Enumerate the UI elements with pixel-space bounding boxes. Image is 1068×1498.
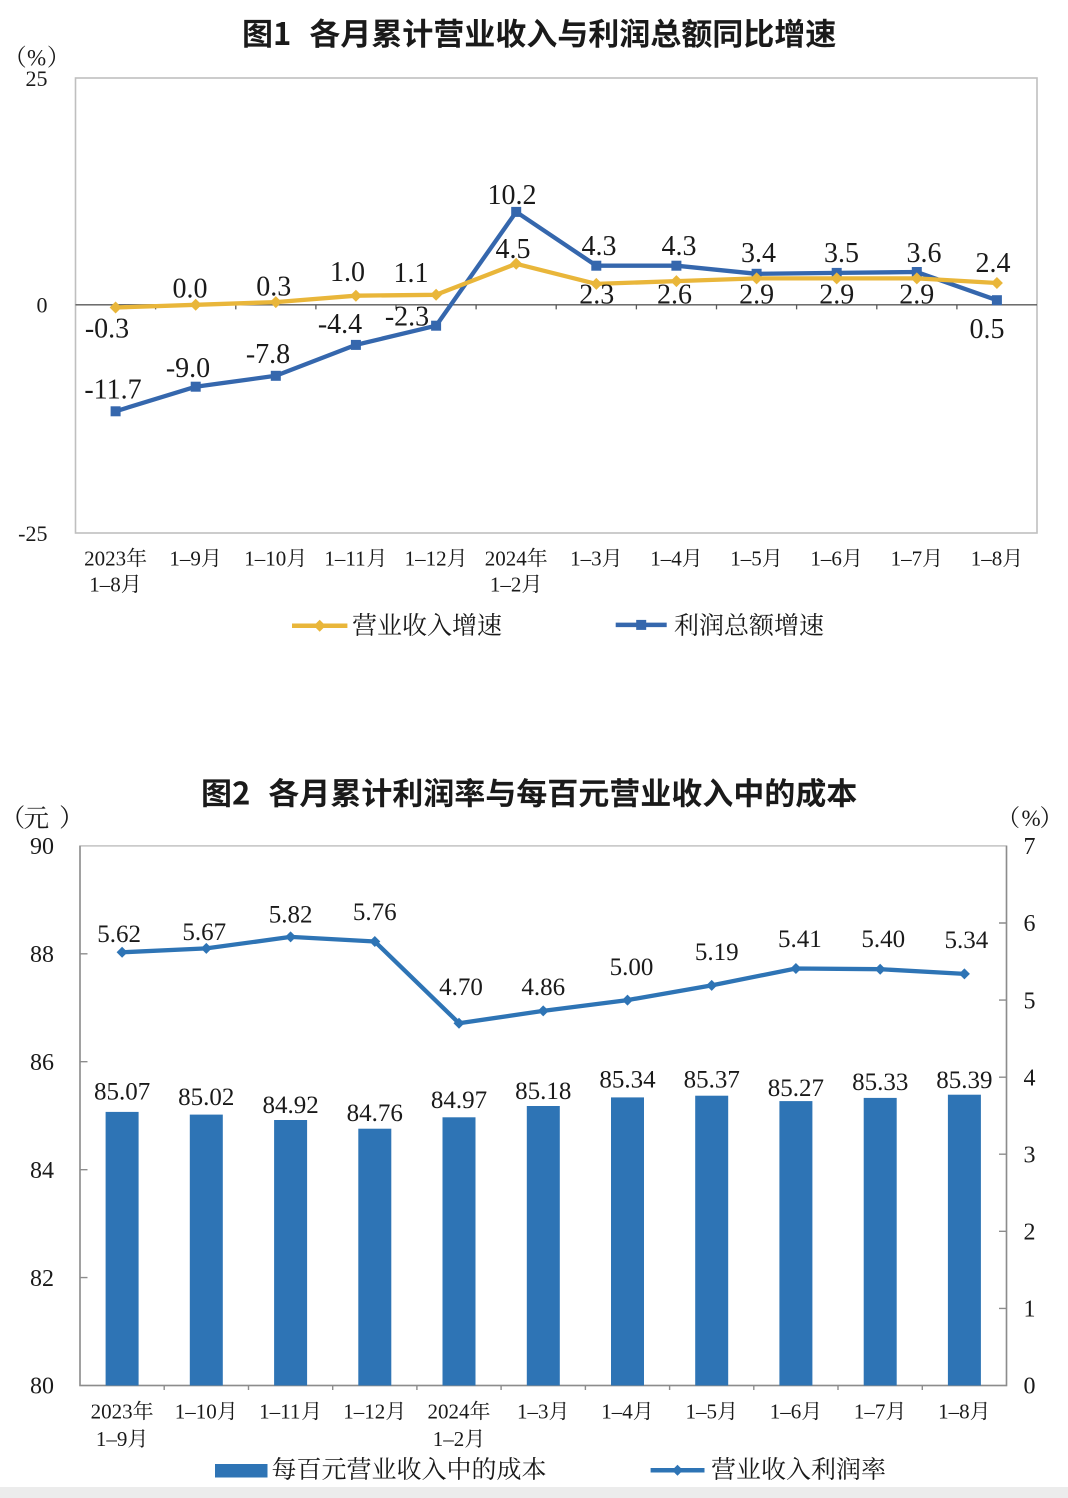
svg-text:5.40: 5.40 [861,926,905,953]
svg-text:5: 5 [1024,988,1036,1014]
svg-text:1–12: 1–12 [343,1400,385,1424]
svg-text:7: 7 [1024,834,1036,860]
svg-text:-4.4: -4.4 [318,309,362,340]
svg-text:-25: -25 [18,521,47,546]
svg-text:1.0: 1.0 [330,257,365,288]
svg-text:1–6: 1–6 [810,547,842,571]
svg-text:1–4: 1–4 [601,1400,633,1424]
svg-text:85.33: 85.33 [852,1069,908,1096]
svg-text:85.18: 85.18 [515,1078,571,1105]
svg-text:5.00: 5.00 [610,954,654,981]
svg-text:25: 25 [26,66,48,91]
svg-text:5.41: 5.41 [778,926,822,953]
svg-text:-2.3: -2.3 [385,302,429,333]
svg-text:88: 88 [30,942,54,968]
svg-text:2023: 2023 [84,547,126,571]
svg-text:5.34: 5.34 [945,927,989,954]
svg-text:0.0: 0.0 [173,274,208,305]
svg-text:85.37: 85.37 [684,1067,740,1094]
svg-text:0.3: 0.3 [256,272,291,303]
svg-text:3.6: 3.6 [907,238,942,269]
svg-text:1: 1 [1024,1297,1036,1323]
svg-text:%: % [1022,806,1041,831]
svg-text:1–6: 1–6 [770,1400,802,1424]
svg-text:5.76: 5.76 [353,899,397,926]
svg-text:1–7: 1–7 [854,1400,886,1424]
svg-text:5.67: 5.67 [182,919,226,946]
svg-text:5.19: 5.19 [695,939,739,966]
svg-text:3: 3 [1024,1142,1036,1168]
svg-text:85.39: 85.39 [936,1067,992,1094]
svg-text:1–2: 1–2 [433,1427,465,1451]
svg-text:4.3: 4.3 [582,231,617,262]
svg-text:1.1: 1.1 [394,258,429,289]
svg-text:4.5: 4.5 [496,234,531,265]
svg-text:2023: 2023 [91,1400,133,1424]
svg-text:1–9: 1–9 [96,1427,128,1451]
svg-text:2.4: 2.4 [976,248,1011,279]
svg-text:90: 90 [30,834,54,860]
svg-text:-7.8: -7.8 [246,339,290,370]
svg-text:86: 86 [30,1050,54,1076]
svg-text:6: 6 [1024,911,1036,937]
svg-text:1–2: 1–2 [490,572,522,596]
svg-text:0: 0 [37,293,48,318]
svg-text:1–10: 1–10 [175,1400,217,1424]
svg-text:0: 0 [1024,1374,1036,1400]
svg-text:10.2: 10.2 [488,180,537,211]
svg-text:2.6: 2.6 [657,280,692,311]
svg-text:85.07: 85.07 [94,1079,150,1106]
svg-text:4.3: 4.3 [662,231,697,262]
svg-text:2.9: 2.9 [819,280,854,311]
svg-text:1–8: 1–8 [971,547,1003,571]
svg-text:4: 4 [1024,1065,1036,1091]
svg-text:84: 84 [30,1158,54,1184]
svg-text:3.4: 3.4 [741,238,776,269]
svg-text:1–5: 1–5 [686,1400,718,1424]
svg-text:84.76: 84.76 [347,1100,403,1127]
svg-text:1–8: 1–8 [89,572,121,596]
svg-text:85.34: 85.34 [599,1067,656,1094]
svg-text:1–9: 1–9 [169,547,201,571]
svg-text:2: 2 [1024,1220,1036,1246]
svg-text:2.3: 2.3 [579,280,614,311]
svg-text:5.62: 5.62 [97,921,141,948]
svg-text:4.70: 4.70 [439,974,483,1001]
svg-text:1–3: 1–3 [517,1400,549,1424]
svg-text:4.86: 4.86 [521,974,565,1001]
svg-text:1–8: 1–8 [938,1400,970,1424]
svg-text:1–5: 1–5 [730,547,762,571]
svg-text:85.02: 85.02 [178,1084,234,1111]
svg-text:1–11: 1–11 [259,1400,300,1424]
svg-text:3.5: 3.5 [824,238,859,269]
svg-text:84.92: 84.92 [262,1092,318,1119]
svg-text:1–3: 1–3 [570,547,602,571]
svg-text:-11.7: -11.7 [84,374,141,405]
svg-text:1–4: 1–4 [650,547,682,571]
svg-text:1–11: 1–11 [324,547,365,571]
svg-text:%: % [27,46,46,71]
svg-text:80: 80 [30,1374,54,1400]
svg-text:2024: 2024 [428,1400,471,1424]
svg-text:84.97: 84.97 [431,1087,487,1114]
svg-text:0.5: 0.5 [970,314,1005,345]
svg-text:-0.3: -0.3 [85,314,129,345]
svg-text:1–10: 1–10 [244,547,286,571]
svg-text:1–7: 1–7 [891,547,923,571]
svg-text:85.27: 85.27 [768,1075,824,1102]
svg-text:2.9: 2.9 [739,280,774,311]
svg-text:2.9: 2.9 [899,280,934,311]
svg-text:-9.0: -9.0 [166,353,210,384]
svg-text:5.82: 5.82 [269,902,313,929]
svg-text:1–12: 1–12 [405,547,447,571]
svg-text:2024: 2024 [485,547,528,571]
svg-text:82: 82 [30,1266,54,1292]
